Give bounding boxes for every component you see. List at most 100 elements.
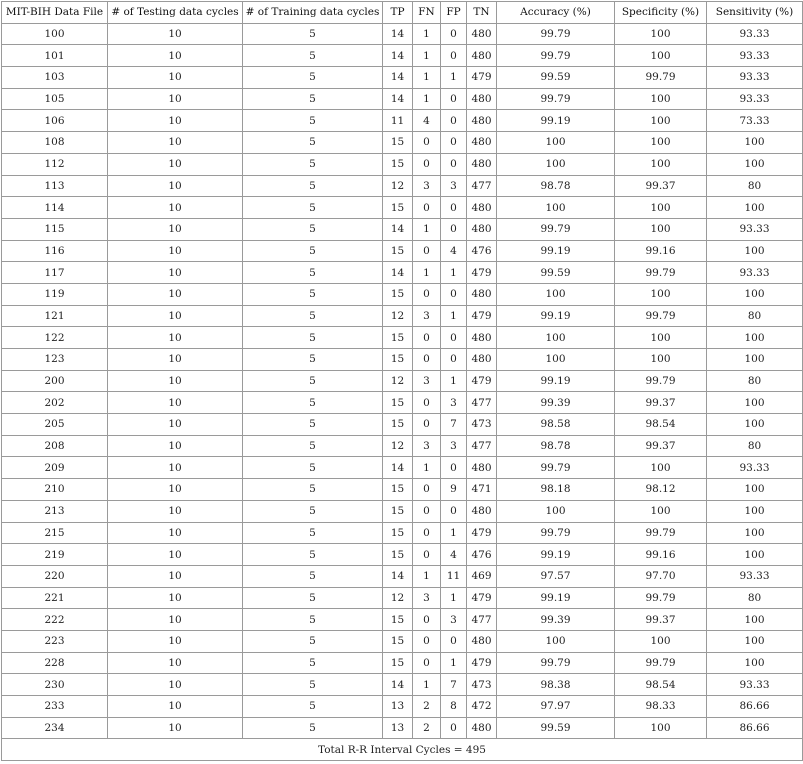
table-cell: 100 <box>614 629 707 653</box>
table-cell: 223 <box>1 629 108 653</box>
table-cell: 10 <box>107 261 243 284</box>
table-cell: 99.39 <box>496 608 615 631</box>
table-cell: 100 <box>496 131 615 154</box>
table-cell: 1 <box>440 651 467 675</box>
table-cell: 479 <box>466 261 497 284</box>
table-cell: 1 <box>412 22 441 46</box>
table-cell: 477 <box>466 434 497 458</box>
table-cell: 479 <box>466 369 497 393</box>
table-cell: 97.97 <box>496 695 615 718</box>
table-cell: 100 <box>614 348 707 371</box>
table-cell: 100 <box>706 629 803 653</box>
table-cell: 5 <box>242 131 383 154</box>
table-cell: 5 <box>242 44 383 68</box>
table-cell: 99.37 <box>614 434 707 458</box>
table-cell: 0 <box>440 716 467 740</box>
table-cell: 1 <box>412 456 441 480</box>
table-cell: 15 <box>382 608 413 631</box>
table-cell: 100 <box>706 326 803 349</box>
table-cell: 5 <box>242 456 383 480</box>
table-cell: 99.79 <box>614 261 707 284</box>
table-cell: 3 <box>412 369 441 393</box>
table-cell: 1 <box>412 261 441 284</box>
table-row: 108 10 5 15 0 0 480 100 100 100 <box>1 131 803 154</box>
table-cell: 99.19 <box>496 369 615 393</box>
table-cell: 469 <box>466 564 497 588</box>
table-cell: 5 <box>242 651 383 675</box>
table-cell: 5 <box>242 217 383 241</box>
table-cell: 100 <box>706 282 803 306</box>
table-cell: 7 <box>440 413 467 436</box>
table-row: 112 10 5 15 0 0 480 100 100 100 <box>1 152 803 176</box>
table-cell: 477 <box>466 391 497 415</box>
table-cell: 14 <box>382 44 413 68</box>
table-cell: 0 <box>412 499 441 523</box>
table-cell: 480 <box>466 152 497 176</box>
table-cell: 15 <box>382 196 413 219</box>
table-cell: 8 <box>440 695 467 718</box>
table-cell: 3 <box>412 434 441 458</box>
table-cell: 213 <box>1 499 108 523</box>
table-cell: 93.33 <box>706 66 803 89</box>
table-cell: 1 <box>440 586 467 610</box>
table-cell: 98.54 <box>614 673 707 696</box>
table-cell: 480 <box>466 109 497 133</box>
table-cell: 480 <box>466 499 497 523</box>
table-cell: 100 <box>496 499 615 523</box>
table-cell: 5 <box>242 586 383 610</box>
table-cell: 480 <box>466 716 497 740</box>
table-cell: 220 <box>1 564 108 588</box>
table-cell: 1 <box>412 217 441 241</box>
table-cell: 3 <box>412 586 441 610</box>
table-cell: 100 <box>614 499 707 523</box>
header-cell: # of Testing data cycles <box>107 1 243 24</box>
table-cell: 0 <box>412 196 441 219</box>
table-cell: 473 <box>466 413 497 436</box>
table-cell: 14 <box>382 261 413 284</box>
table-cell: 10 <box>107 239 243 263</box>
table-cell: 0 <box>440 196 467 219</box>
table-row: 200 10 5 12 3 1 479 99.19 99.79 80 <box>1 369 803 393</box>
table-row: 219 10 5 15 0 4 476 99.19 99.16 100 <box>1 543 803 566</box>
table-cell: 0 <box>412 521 441 545</box>
table-cell: 115 <box>1 217 108 241</box>
table-cell: 234 <box>1 716 108 740</box>
table-cell: 93.33 <box>706 564 803 588</box>
table-cell: 100 <box>614 196 707 219</box>
table-cell: 99.16 <box>614 543 707 566</box>
table-cell: 108 <box>1 131 108 154</box>
table-cell: 480 <box>466 629 497 653</box>
table-cell: 99.59 <box>496 716 615 740</box>
table-cell: 80 <box>706 174 803 198</box>
table-cell: 99.79 <box>614 586 707 610</box>
table-cell: 480 <box>466 22 497 46</box>
table-cell: 233 <box>1 695 108 718</box>
table-cell: 0 <box>440 499 467 523</box>
table-cell: 480 <box>466 456 497 480</box>
table-cell: 5 <box>242 66 383 89</box>
table-cell: 15 <box>382 152 413 176</box>
table-cell: 99.19 <box>496 586 615 610</box>
table-cell: 100 <box>614 217 707 241</box>
table-cell: 0 <box>412 413 441 436</box>
table-row: 117 10 5 14 1 1 479 99.59 99.79 93.33 <box>1 261 803 284</box>
table-cell: 202 <box>1 391 108 415</box>
table-cell: 98.58 <box>496 413 615 436</box>
table-cell: 98.78 <box>496 174 615 198</box>
table-cell: 5 <box>242 629 383 653</box>
footer-cell: Total R-R Interval Cycles = 495 <box>1 738 803 762</box>
table-cell: 0 <box>412 282 441 306</box>
table-row: 101 10 5 14 1 0 480 99.79 100 93.33 <box>1 44 803 68</box>
table-cell: 2 <box>412 695 441 718</box>
table-cell: 15 <box>382 651 413 675</box>
table-cell: 215 <box>1 521 108 545</box>
table-cell: 3 <box>412 174 441 198</box>
table-cell: 119 <box>1 282 108 306</box>
table-cell: 5 <box>242 695 383 718</box>
table-cell: 100 <box>614 131 707 154</box>
table-cell: 15 <box>382 543 413 566</box>
table-cell: 5 <box>242 196 383 219</box>
table-cell: 99.19 <box>496 543 615 566</box>
table-cell: 100 <box>496 326 615 349</box>
